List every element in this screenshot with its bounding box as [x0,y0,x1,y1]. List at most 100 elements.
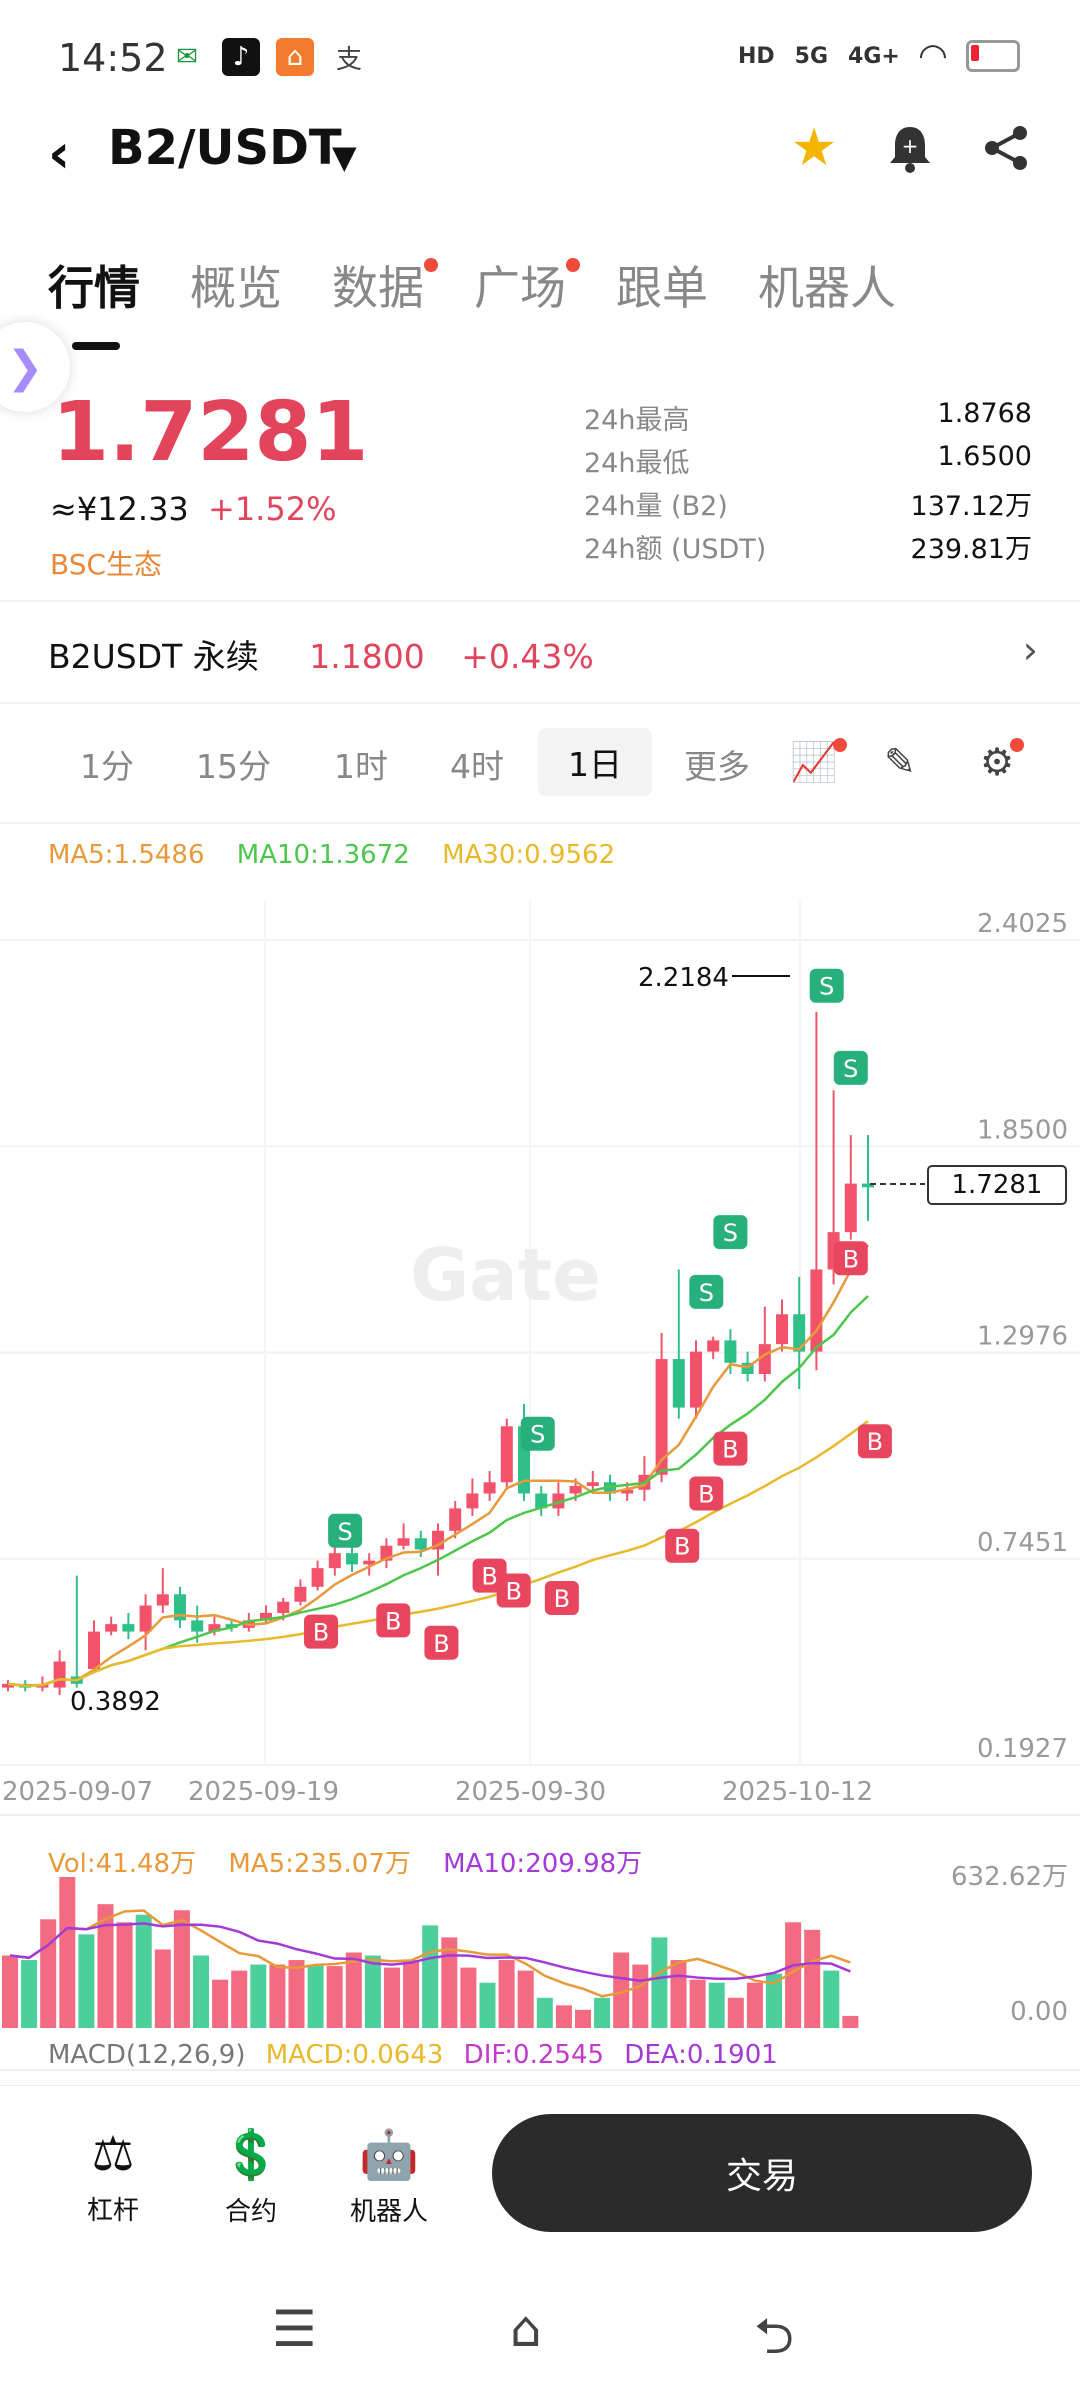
perp-change: +0.43% [461,637,594,676]
buy-marker-label: B [481,1563,497,1591]
ma30-label: MA30:0.9562 [442,840,616,870]
tab-market[interactable]: 行情 [48,261,140,315]
volume-bar [97,1904,114,2028]
y-tick-label: 2.4025 [977,909,1068,939]
vol-ma5-line [9,1909,851,1998]
robot-button[interactable]: 🤖 机器人 [334,2126,444,2228]
ticker-stats: 24h最高 1.8768 24h最低 1.6500 24h量 (B2) 137.12万… [584,398,1032,570]
sell-marker: S [520,1416,555,1451]
interval-1h[interactable]: 1时 [334,747,388,786]
sell-marker: S [689,1274,724,1309]
candle [552,1493,565,1509]
volume-bar [727,1997,744,2028]
leverage-button[interactable]: ⚖ 杠杆 [58,2126,168,2227]
back-icon[interactable]: ‹ [48,122,71,185]
candle [690,1351,702,1408]
tab-overview[interactable]: 概览 [190,261,282,315]
volume-bar [212,1979,229,2028]
volume-bar [651,1937,668,2028]
interval-more[interactable]: 更多 [684,747,750,786]
sell-marker-label: S [843,1055,858,1083]
tab-data[interactable]: 数据 [332,252,438,318]
contract-button[interactable]: 💲 合约 [196,2126,306,2228]
share-icon[interactable] [976,118,1036,178]
volume-bar [231,1970,248,2028]
volume-bar [594,1997,611,2028]
tab-copy-trading[interactable]: 跟单 [616,261,708,315]
candlestick-chart[interactable]: Gate 2.4025 1.8500 1.2976 0.7451 0.1927 2025… [0,880,1080,2090]
alipay-icon: 支 [335,44,362,75]
candle [844,1183,857,1233]
volume-bar [364,1955,381,2028]
perpetual-row[interactable]: B2USDT 永续 1.1800 +0.43% [48,630,1038,678]
ma10-label: MA10:1.3672 [236,840,410,870]
candle [776,1314,788,1345]
volume-bar [746,1982,763,2028]
buy-marker: B [833,1241,868,1276]
candle [88,1631,100,1669]
gear-icon[interactable]: ⚙ [980,738,1025,784]
status-app-icons: ✉ ♪ ⌂ 支 [168,38,368,76]
volume-bar [708,1982,725,2028]
ma30-line [7,1420,869,1687]
menu-icon[interactable]: ☰ [272,2300,317,2358]
candle [535,1493,548,1509]
sell-marker-label: S [530,1421,545,1449]
candle [569,1486,582,1494]
buy-marker-label: B [722,1436,738,1464]
sell-marker-label: S [723,1219,738,1247]
divider [0,822,1080,824]
vol-label: Vol:41.48万 [48,1849,197,1879]
x-tick-label: 2025-10-12 [722,1777,873,1807]
buy-marker-label: B [698,1480,714,1508]
candle [707,1340,720,1352]
leverage-icon: ⚖ [91,2126,135,2182]
volume-bar [804,1929,821,2028]
star-icon[interactable]: ★ [790,118,838,178]
sell-marker: S [833,1050,868,1085]
ma-legend: MA5:1.5486 MA10:1.3672 MA30:0.9562 [48,840,615,870]
draw-icon[interactable]: ✎ [884,740,916,784]
volume-bar [670,1960,687,2028]
home-icon[interactable]: ⌂ [510,2300,542,2358]
volume-bar [403,1960,420,2028]
ecosystem-tag[interactable]: BSC生态 [50,548,163,581]
floating-expand-icon[interactable]: ❯ [0,322,70,412]
vol-ma5-label: MA5:235.07万 [228,1849,411,1879]
bottom-action-bar: ⚖ 杠杆 💲 合约 🤖 机器人 交易 [0,2085,1080,2286]
notification-dot [566,258,580,272]
price-change: +1.52% [208,490,337,528]
ma5-label: MA5:1.5486 [48,840,205,870]
stat-low: 24h最低 1.6500 [584,441,1032,479]
bell-icon[interactable]: + [880,118,940,178]
candle [277,1601,290,1613]
4g-indicator: 4G+ [848,43,900,69]
candle [758,1344,771,1375]
volume-bar [326,1966,343,2028]
back-nav-icon[interactable]: ⮌ [754,2307,795,2365]
volume-bar [78,1934,95,2028]
dif-value: DIF:0.2545 [463,2040,605,2070]
sell-marker: S [809,968,844,1003]
candle [105,1624,118,1632]
sell-marker-label: S [338,1518,353,1546]
buy-marker-label: B [674,1533,690,1561]
low-price-label: 0.3892 [70,1687,161,1717]
x-tick-label: 2025-09-30 [455,1777,606,1807]
interval-15m[interactable]: 15分 [196,747,271,786]
indicator-icon[interactable]: 📈 [790,738,848,785]
pair-title[interactable]: B2/USDT [108,120,342,176]
interval-1m[interactable]: 1分 [80,747,134,786]
trade-button[interactable]: 交易 [492,2114,1032,2232]
volume-bar [269,1964,286,2028]
caret-down-icon[interactable]: ▼ [332,138,357,176]
candle [483,1482,496,1494]
5g-indicator: 5G [794,43,829,69]
tab-robot[interactable]: 机器人 [758,261,896,315]
interval-1d[interactable]: 1日 [538,728,652,796]
tab-square[interactable]: 广场 [474,252,580,318]
candle [862,1183,874,1188]
interval-4h[interactable]: 4时 [450,747,504,786]
volume-bar [250,1964,267,2028]
chevron-right-icon[interactable]: › [1022,628,1038,672]
